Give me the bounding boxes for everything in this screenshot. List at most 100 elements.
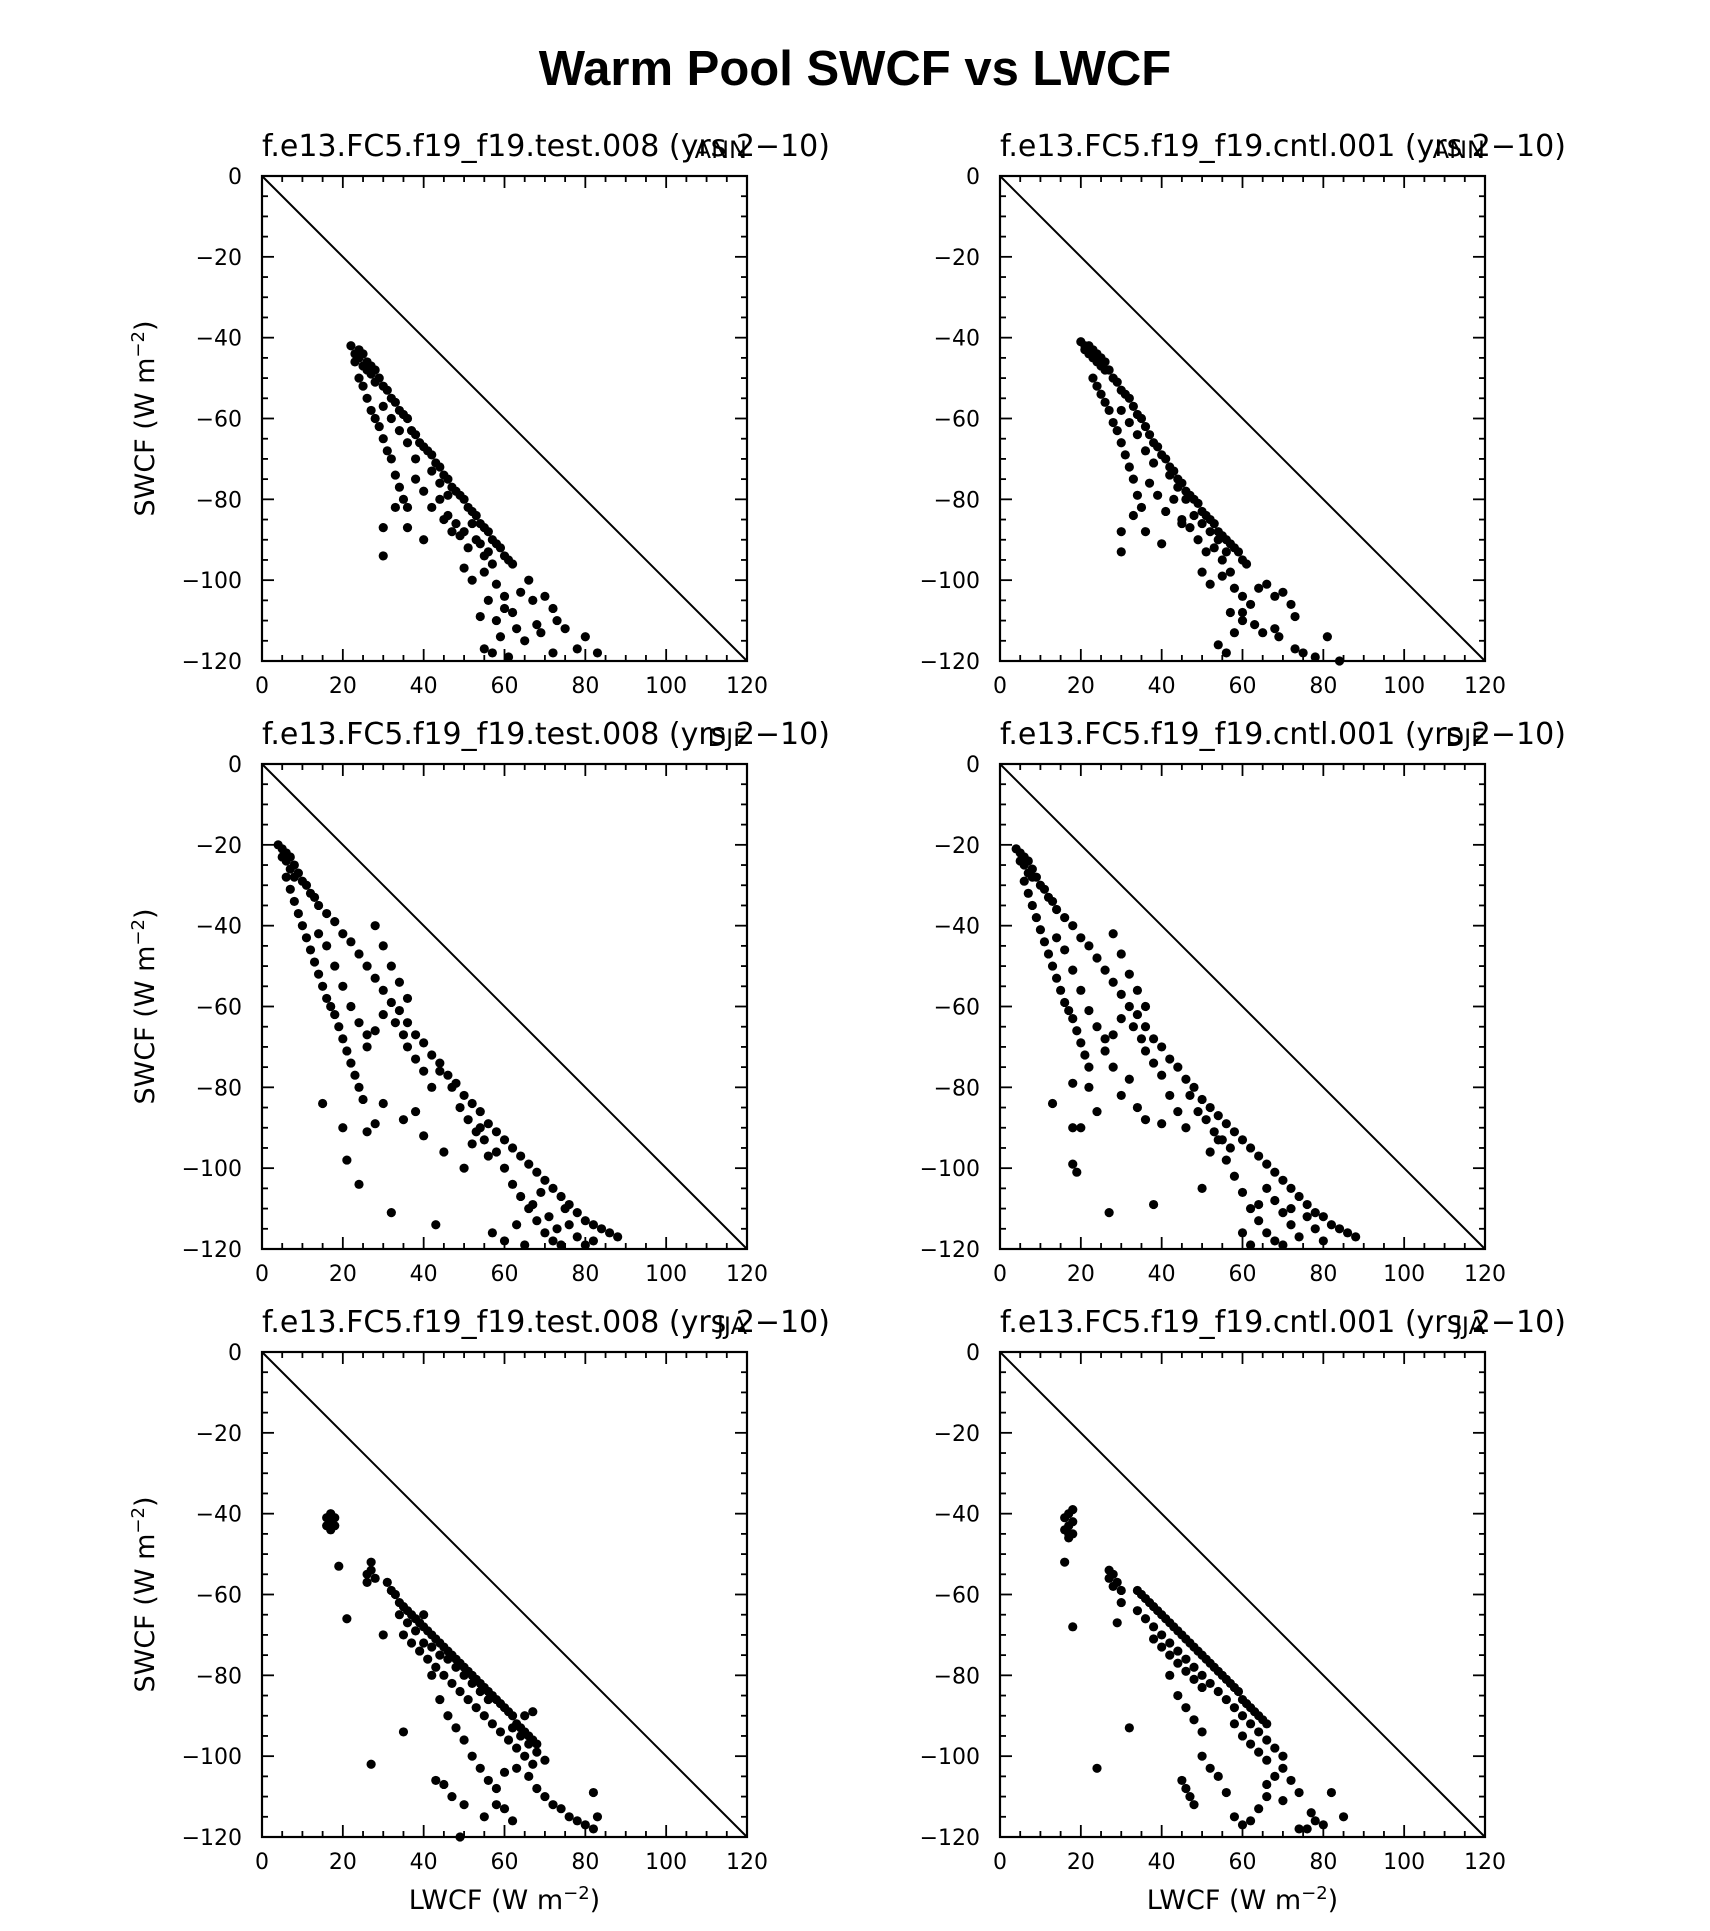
data-point [402,1618,413,1628]
data-point [1124,393,1134,403]
data-point [398,1115,409,1125]
data-point [507,607,518,618]
data-point [516,1151,526,1161]
data-point [1310,1208,1320,1218]
data-point [334,1561,344,1571]
data-point [564,1220,574,1230]
data-point [1035,925,1046,935]
data-point [1233,547,1244,557]
data-point [1153,442,1163,452]
data-point [410,430,421,440]
data-point [435,1058,445,1068]
data-point [524,1771,534,1781]
data-point [459,494,469,504]
data-point [1262,1735,1272,1745]
data-point [386,997,396,1008]
data-point [1157,539,1167,549]
data-point [1124,1074,1134,1084]
data-point [548,1800,558,1810]
data-point [548,603,558,614]
x-tick-label: 80 [571,1850,599,1875]
x-axis-label: LWCF (W m−2) [1147,1883,1338,1916]
data-point [410,1054,421,1064]
data-point [1270,1771,1280,1781]
y-tick-label: −80 [196,1664,242,1689]
data-point [439,514,449,525]
data-point [1225,607,1235,618]
x-tick-label: 0 [993,1850,1007,1875]
data-point [1286,1775,1296,1786]
y-tick-label: −80 [934,1664,980,1689]
data-point [1270,1743,1280,1753]
x-tick-label: 100 [1383,1850,1425,1875]
data-point [1136,1034,1147,1044]
data-point [1165,470,1175,480]
data-point [1177,1775,1187,1786]
data-point [394,426,405,436]
data-point [1189,1800,1199,1810]
data-point [402,413,413,424]
data-point [1027,900,1037,911]
data-point [1237,1820,1248,1830]
data-point [398,1030,409,1040]
data-point [1116,1014,1126,1024]
data-point [540,1755,550,1765]
reference-line [261,175,748,662]
x-tick-label: 20 [1067,1850,1095,1875]
data-point [1302,1824,1312,1834]
x-tick-label: 60 [491,674,519,699]
data-point [613,1232,623,1242]
data-point [410,474,421,484]
data-point [1290,644,1300,654]
data-point [402,438,413,448]
data-point [572,1816,582,1826]
data-point [1043,949,1054,959]
data-point [1068,921,1078,931]
data-point [1181,1123,1191,1133]
data-point [423,1654,433,1664]
data-point [1270,1167,1280,1177]
y-tick-label: −120 [920,1826,980,1851]
data-point [544,1212,554,1222]
data-point [394,1005,405,1016]
x-tick-label: 120 [1464,1262,1506,1287]
data-point [366,1565,376,1575]
data-point [1270,1236,1280,1246]
data-point [390,1018,400,1028]
data-point [1294,1824,1304,1834]
data-point [507,1143,518,1153]
data-point [1108,977,1118,987]
data-point [604,1228,615,1238]
data-point [463,543,473,553]
y-tick-label: −60 [934,408,980,433]
data-point [1294,1787,1304,1798]
data-point [1128,510,1138,521]
data-point [318,1098,328,1109]
data-point [326,1509,336,1519]
data-point [459,1670,469,1680]
data-point [1197,1751,1207,1761]
data-point [459,563,469,573]
reference-line [999,175,1486,662]
data-point [342,1614,352,1624]
data-point [362,1577,372,1587]
data-point [1286,1203,1296,1214]
data-point [1221,1694,1231,1705]
y-tick-label: −120 [920,650,980,675]
data-point [1173,1690,1183,1701]
data-point [386,1208,396,1218]
x-tick-label: 40 [1148,1850,1176,1875]
y-tick-label: −60 [196,408,242,433]
data-point [439,1779,449,1790]
data-point [572,1208,582,1218]
season-label: DJF [708,724,747,752]
scatter-panel-4: f.e13.FC5.f19_f19.cntl.001 (yrs 2−10)DJF… [920,717,1566,1287]
data-point [483,1151,493,1161]
data-point [1306,1808,1316,1818]
data-point [455,1686,465,1697]
data-point [1128,474,1138,484]
data-point [402,993,413,1004]
y-tick-label: −60 [934,996,980,1021]
data-point [483,1775,493,1786]
data-point [467,518,477,529]
